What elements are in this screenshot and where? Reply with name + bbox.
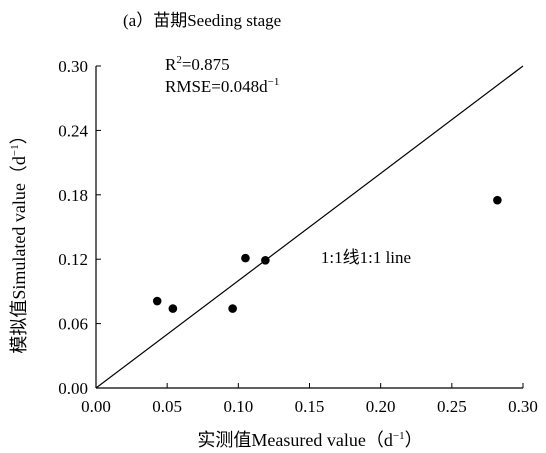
data-point xyxy=(241,253,250,263)
x-tick-label: 0.25 xyxy=(437,397,467,416)
x-tick-label: 0.00 xyxy=(81,397,111,416)
stats-annotation: R2=0.875 RMSE=0.048d−1 xyxy=(165,54,279,96)
x-tick-label: 0.10 xyxy=(223,397,253,416)
one-to-one-line xyxy=(95,65,524,389)
y-tick-label: 0.18 xyxy=(58,186,88,205)
y-tick-label: 0.00 xyxy=(58,379,88,398)
x-tick-label: 0.20 xyxy=(366,397,396,416)
x-tick-label: 0.15 xyxy=(295,397,325,416)
x-tick-label: 0.05 xyxy=(152,397,182,416)
one-to-one-line-label: 1:1线1:1 line xyxy=(321,248,411,267)
rmse-superscript: −1 xyxy=(268,76,280,88)
data-point xyxy=(168,304,178,313)
y-axis-unit-exponent: −1 xyxy=(9,144,21,156)
r2-value: =0.875 xyxy=(182,55,230,74)
x-tick-label: 0.30 xyxy=(508,397,538,416)
y-axis-title-text: 模拟值Simulated value（d xyxy=(9,156,29,353)
y-axis-title: 模拟值Simulated value（d−1） xyxy=(9,126,29,353)
y-tick-label: 0.30 xyxy=(58,57,88,76)
rmse-annotation: RMSE=0.048d−1 xyxy=(165,76,279,96)
r2-prefix: R xyxy=(165,55,177,74)
x-axis-unit-exponent: −1 xyxy=(393,430,405,442)
y-tick-label: 0.12 xyxy=(58,250,88,269)
r2-superscript: 2 xyxy=(176,54,182,66)
data-points xyxy=(152,195,502,313)
chart-title: (a）苗期Seeding stage xyxy=(123,11,281,30)
r2-annotation: R2=0.875 xyxy=(165,54,230,74)
data-point xyxy=(261,255,270,265)
x-axis-title: 实测值Measured value（d−1） xyxy=(197,430,422,450)
x-axis-title-text: 实测值Measured value（d xyxy=(197,430,392,450)
data-point xyxy=(152,296,162,306)
rmse-text: RMSE=0.048d xyxy=(165,77,268,96)
data-point xyxy=(493,195,502,205)
y-axis-unit-close: ） xyxy=(9,126,29,144)
data-point xyxy=(228,304,237,313)
axis-ticks: 0.00 0.05 0.10 0.15 0.20 0.25 0.30 0.00 0.06 0.12… xyxy=(58,57,538,416)
y-tick-label: 0.06 xyxy=(58,315,88,334)
x-axis-unit-close: ） xyxy=(405,430,423,450)
y-tick-label: 0.24 xyxy=(58,121,88,140)
